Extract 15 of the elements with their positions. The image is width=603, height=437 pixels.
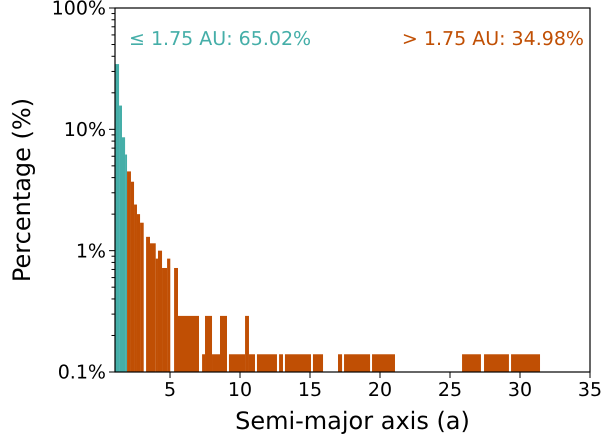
- x-tick-label: 10: [228, 379, 252, 401]
- annotation: ≤ 1.75 AU: 65.02%: [129, 28, 312, 50]
- y-axis-title: Percentage (%): [8, 98, 36, 282]
- annotation: > 1.75 AU: 34.98%: [402, 28, 584, 50]
- x-tick-label: 20: [368, 379, 392, 401]
- x-axis-title: Semi-major axis (a): [235, 407, 470, 435]
- y-tick-label: 0.1%: [58, 362, 106, 384]
- x-tick-label: 15: [298, 379, 322, 401]
- y-tick-label: 100%: [52, 0, 106, 20]
- x-tick-label: 35: [578, 379, 602, 401]
- y-tick-label: 10%: [64, 118, 106, 141]
- y-tick-label: 1%: [76, 240, 106, 262]
- x-tick-label: 5: [164, 379, 176, 401]
- x-tick-label: 30: [508, 379, 532, 401]
- x-tick-label: 25: [438, 379, 462, 401]
